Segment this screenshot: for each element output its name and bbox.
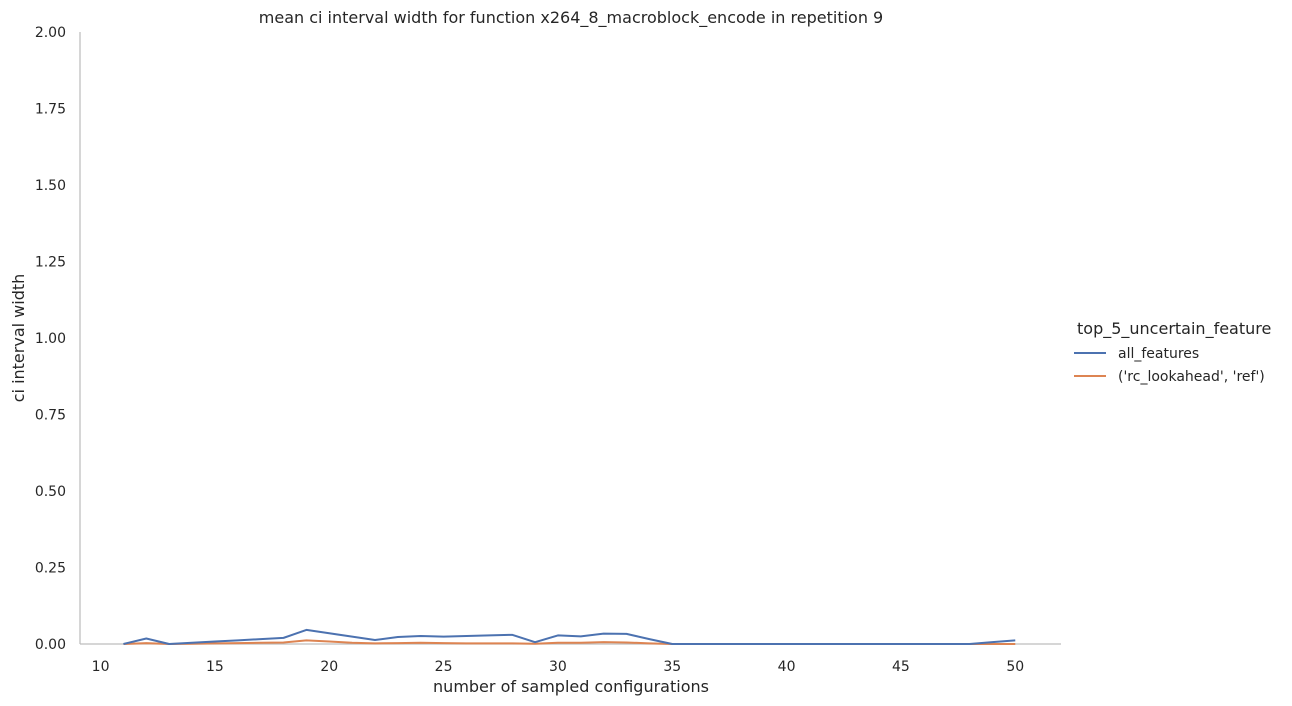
legend-items: all_features ('rc_lookahead', 'ref') (1074, 346, 1265, 385)
y-axis-label: ci interval width (9, 274, 28, 403)
y-tick-label: 1.50 (35, 178, 66, 194)
series-line-0 (123, 628, 1016, 645)
x-tick-label: 50 (1006, 659, 1024, 675)
legend-title: top_5_uncertain_feature (1077, 319, 1271, 339)
y-tick-label: 1.00 (35, 331, 66, 347)
y-tick-label: 0.50 (35, 484, 66, 500)
y-tick-label: 0.00 (35, 637, 66, 653)
x-tick-label: 40 (778, 659, 796, 675)
y-tick-label: 2.00 (35, 25, 66, 41)
y-tick-label: 0.75 (35, 408, 66, 424)
legend-label: all_features (1118, 346, 1199, 362)
x-axis-ticks: 10 15 20 25 30 35 40 45 50 (92, 659, 1025, 675)
x-tick-label: 10 (92, 659, 110, 675)
y-tick-label: 1.25 (35, 255, 66, 271)
series-lines (123, 628, 1016, 645)
x-tick-label: 45 (892, 659, 910, 675)
y-tick-label: 1.75 (35, 102, 66, 118)
x-tick-label: 15 (206, 659, 224, 675)
y-tick-label: 0.25 (35, 561, 66, 577)
legend: top_5_uncertain_feature all_features ('rc… (1074, 319, 1271, 385)
legend-label: ('rc_lookahead', 'ref') (1118, 369, 1265, 385)
y-axis-ticks: 0.00 0.25 0.50 0.75 1.00 1.25 1.50 1.75 2.00 (35, 25, 66, 653)
x-tick-label: 30 (549, 659, 567, 675)
chart-title: mean ci interval width for function x264… (259, 8, 883, 28)
x-tick-label: 20 (320, 659, 338, 675)
x-tick-label: 35 (663, 659, 681, 675)
x-tick-label: 25 (435, 659, 453, 675)
x-axis-label: number of sampled configurations (433, 677, 709, 696)
